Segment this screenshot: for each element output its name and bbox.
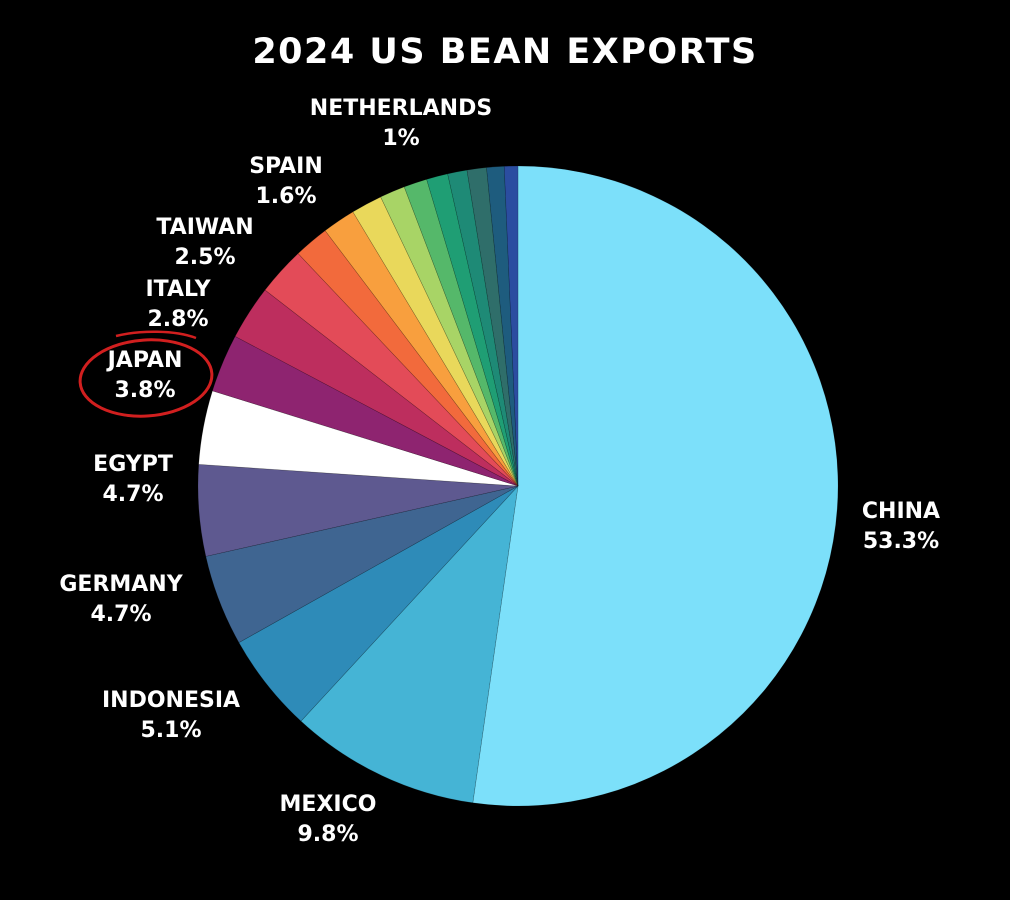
slice-label-value: 5.1% xyxy=(140,718,202,743)
pie-slice-unlabeled-15 xyxy=(447,169,519,487)
pie-slice-unlabeled-13 xyxy=(403,178,519,487)
slice-label-name: NETHERLANDS xyxy=(309,96,493,121)
slice-label-name: ITALY xyxy=(145,277,211,302)
slice-label-name: SPAIN xyxy=(249,154,323,179)
slice-label-name: TAIWAN xyxy=(156,215,254,240)
pie-slice-china xyxy=(472,165,839,807)
pie-slice-netherlands xyxy=(466,167,519,487)
slice-label-name: EGYPT xyxy=(93,452,173,477)
slice-label-indonesia: INDONESIA 5.1% xyxy=(102,686,240,746)
pie-slice-unlabeled-14 xyxy=(426,173,519,487)
slice-label-name: CHINA xyxy=(861,499,941,524)
pie-slice-germany xyxy=(205,485,519,643)
slice-label-name: JAPAN xyxy=(107,348,183,373)
slice-label-value: 9.8% xyxy=(297,822,359,847)
pie-slice-indonesia xyxy=(238,485,519,722)
slice-label-germany: GERMANY 4.7% xyxy=(59,570,182,630)
slice-label-taiwan: TAIWAN 2.5% xyxy=(156,213,253,273)
slice-label-italy: ITALY 2.8% xyxy=(145,275,210,335)
pie-slice-unlabeled-9 xyxy=(297,230,519,487)
slice-label-value: 2.5% xyxy=(174,245,236,270)
pie-slice-taiwan xyxy=(264,253,519,487)
slice-label-value: 3.8% xyxy=(114,378,176,403)
slice-label-china: CHINA 53.3% xyxy=(862,497,940,557)
chart-title: 2024 US BEAN EXPORTS xyxy=(252,32,758,72)
slice-label-value: 1.6% xyxy=(255,184,317,209)
pie-slice-egypt xyxy=(197,464,519,557)
highlight-circle xyxy=(78,338,214,418)
slice-label-name: MEXICO xyxy=(279,792,377,817)
slice-label-value: 4.7% xyxy=(90,602,152,627)
slice-label-spain: SPAIN 1.6% xyxy=(249,152,323,212)
pie-slice-unlabeled-17 xyxy=(486,165,519,487)
highlight-stroke xyxy=(115,330,197,340)
slice-label-value: 1% xyxy=(382,126,420,151)
pie-slice-unlabeled-12 xyxy=(380,186,519,487)
slice-label-name: GERMANY xyxy=(59,572,183,597)
slice-label-egypt: EGYPT 4.7% xyxy=(93,450,173,510)
slice-label-value: 2.8% xyxy=(147,307,209,332)
pie-slice-japan xyxy=(198,390,519,487)
slice-label-value: 4.7% xyxy=(102,482,164,507)
slice-label-japan: JAPAN 3.8% xyxy=(108,346,183,406)
pie-slice-unlabeled-6 xyxy=(212,335,519,487)
pie-slice-italy xyxy=(234,289,519,487)
slice-label-netherlands: NETHERLANDS 1% xyxy=(310,94,492,154)
pie-slice-unlabeled-10 xyxy=(324,211,519,487)
slice-label-mexico: MEXICO 9.8% xyxy=(280,790,377,850)
slice-label-value: 53.3% xyxy=(862,529,940,554)
pie-slice-unlabeled-18 xyxy=(503,165,519,487)
pie-slice-spain xyxy=(352,196,519,487)
slice-label-name: INDONESIA xyxy=(101,688,241,713)
pie-slice-mexico xyxy=(300,485,519,804)
